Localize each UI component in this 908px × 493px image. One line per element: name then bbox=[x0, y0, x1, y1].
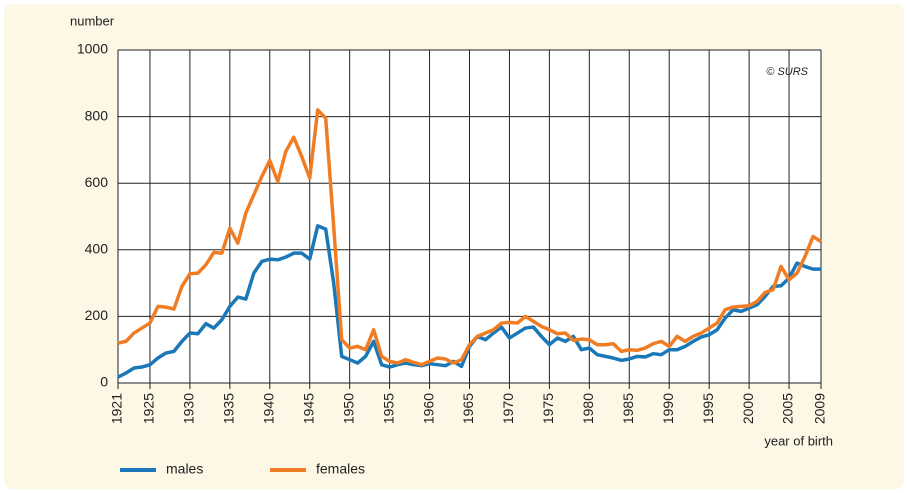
x-tick-label: 1935 bbox=[221, 393, 237, 424]
y-tick-label: 0 bbox=[100, 374, 108, 390]
x-tick-label: 1925 bbox=[141, 393, 157, 424]
x-tick-label: 1945 bbox=[300, 393, 316, 424]
x-tick-label: 1995 bbox=[700, 393, 716, 424]
x-tick-label: 1960 bbox=[420, 393, 436, 424]
y-tick-label: 400 bbox=[85, 241, 109, 257]
x-tick-label: 1930 bbox=[181, 393, 197, 424]
x-tick-label: 1985 bbox=[620, 393, 636, 424]
y-axis-label: number bbox=[70, 13, 115, 28]
x-tick-label: 1980 bbox=[580, 393, 596, 424]
x-tick-label: 2000 bbox=[740, 393, 756, 424]
x-tick-label: 1950 bbox=[340, 393, 356, 424]
x-tick-label: 2009 bbox=[812, 393, 828, 424]
x-tick-label: 1990 bbox=[660, 393, 676, 424]
y-tick-label: 200 bbox=[85, 307, 109, 323]
x-tick-label: 1955 bbox=[380, 393, 396, 424]
legend-label: females bbox=[316, 461, 365, 477]
y-tick-label: 800 bbox=[85, 107, 109, 123]
x-tick-label: 2005 bbox=[780, 393, 796, 424]
x-tick-label: 1975 bbox=[540, 393, 556, 424]
x-tick-label: 1970 bbox=[500, 393, 516, 424]
x-tick-label: 1940 bbox=[260, 393, 276, 424]
x-axis-label: year of birth bbox=[764, 433, 833, 448]
y-tick-label: 1000 bbox=[77, 41, 108, 57]
y-tick-label: 600 bbox=[85, 174, 109, 190]
x-tick-label: 1965 bbox=[460, 393, 476, 424]
annotation: © SURS bbox=[766, 66, 808, 78]
legend-label: males bbox=[166, 461, 203, 477]
line bbox=[117, 108, 822, 367]
x-tick-label: 1921 bbox=[109, 393, 125, 424]
